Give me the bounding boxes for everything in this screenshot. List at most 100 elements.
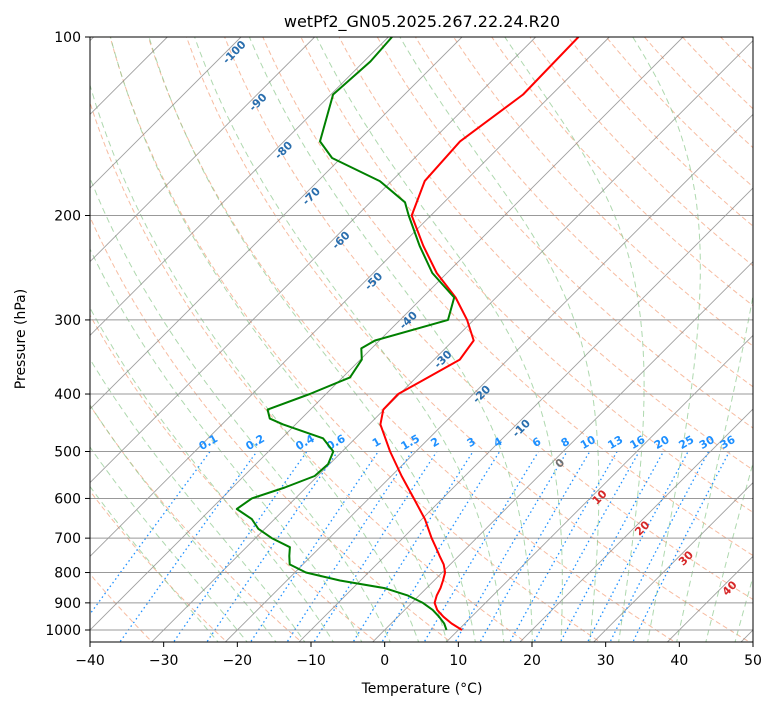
dry-adiabat [147, 37, 676, 642]
mixing-ratio-label: 8 [559, 435, 572, 450]
y-tick-label: 900 [54, 596, 81, 612]
isotherm-label: -20 [470, 382, 493, 405]
moist-adiabat [90, 176, 391, 642]
dry-adiabat [90, 314, 377, 642]
x-axis-ticks: −40 −30 −20 −10 0 10 20 30 40 50 [75, 642, 762, 669]
x-tick-label: 30 [597, 653, 615, 669]
mixing-ratio-label: 2 [429, 435, 442, 450]
mixing-ratio-label: 3 [465, 435, 478, 450]
isotherm-line [151, 40, 753, 642]
mixing-ratio-label: 6 [530, 435, 543, 450]
isotherm-label: 10 [590, 487, 610, 507]
mixing-ratio-label: 13 [605, 433, 625, 452]
x-tick-label: 50 [744, 653, 762, 669]
mixing-ratio-line [206, 451, 339, 642]
dry-adiabat [185, 37, 751, 642]
dry-adiabat [491, 37, 753, 307]
line-labels: 0.1 0.2 0.4 0.6 1 1.5 2 3 4 6 8 10 13 16 20 25 30 36-100-… [197, 38, 740, 599]
dry-adiabat [567, 37, 753, 227]
y-tick-label: 800 [54, 566, 81, 582]
dry-adiabat [720, 37, 753, 71]
mixing-ratio-line [609, 451, 710, 642]
y-tick-label: 200 [54, 209, 81, 225]
mixing-ratio-line [381, 451, 501, 642]
isotherm-line [90, 37, 242, 189]
y-axis-ticks: 100 200 300 400 500 600 700 800 900 1000 [45, 30, 90, 639]
moist-adiabat [399, 37, 600, 642]
mixing-ratio-line [90, 451, 211, 616]
dry-adiabat [262, 37, 753, 557]
plot-background-lines [90, 37, 753, 642]
chart-title: wetPf2_GN05.2025.267.22.24.R20 [284, 12, 560, 32]
x-axis-label: Temperature (°C) [361, 681, 483, 697]
mixing-ratio-line [479, 451, 591, 642]
dry-adiabat [90, 101, 527, 642]
plot-frame [89, 36, 754, 643]
isotherm-line [298, 187, 753, 642]
mixing-ratio-line [586, 451, 689, 642]
y-tick-label: 500 [54, 444, 81, 460]
mixing-ratio-label: 25 [677, 433, 697, 452]
x-tick-label: 20 [523, 653, 541, 669]
isotherm-label: 0 [553, 456, 568, 471]
mixing-ratio-line [454, 451, 568, 642]
x-tick-label: −10 [296, 653, 326, 669]
moist-adiabat [705, 461, 753, 642]
mixing-ratio-label: 30 [697, 433, 717, 452]
y-tick-label: 600 [54, 491, 81, 507]
temperature-profile-line [379, 37, 580, 631]
mixing-ratio-line [509, 451, 618, 642]
x-tick-label: −40 [75, 653, 105, 669]
mixing-ratio-line [249, 451, 379, 642]
isotherm-line [519, 408, 753, 642]
moist-adiabat [90, 247, 363, 642]
dry-adiabat [643, 37, 753, 149]
isotherm-line [90, 37, 536, 484]
isotherm-line [90, 37, 610, 557]
y-tick-label: 400 [54, 387, 81, 403]
mixing-ratio-label: 0.1 [197, 432, 220, 453]
isotherm-label: -10 [510, 416, 533, 439]
isotherm-label: -70 [300, 184, 323, 207]
isotherm-line [90, 37, 389, 336]
dry-adiabat [414, 37, 753, 388]
x-tick-label: 0 [380, 653, 389, 669]
moist-adiabat [90, 485, 219, 642]
x-tick-label: 40 [670, 653, 688, 669]
pressure-gridlines [90, 37, 753, 631]
isotherm-label: -100 [220, 38, 249, 67]
mixing-ratio-line [352, 451, 474, 642]
y-axis-label: Pressure (hPa) [13, 289, 29, 389]
isotherm-line [740, 629, 753, 642]
dry-adiabat [338, 37, 753, 471]
dry-adiabat [224, 37, 753, 601]
mixing-ratio-line [286, 451, 413, 642]
dry-adiabat [376, 37, 753, 429]
dry-adiabat [529, 37, 753, 267]
x-tick-label: 10 [449, 653, 467, 669]
mixing-ratio-line [423, 451, 540, 642]
isotherm-line [372, 261, 753, 642]
isotherm-line [90, 37, 315, 263]
dry-adiabat [90, 490, 228, 642]
isotherm-label: -50 [362, 269, 385, 292]
x-tick-label: −30 [149, 653, 179, 669]
moist-adiabat [194, 37, 505, 642]
mixing-ratio-label: 10 [578, 433, 598, 452]
dewpoint-profile-line [235, 37, 456, 631]
dry-adiabat [300, 37, 753, 513]
moist-adiabat [734, 575, 753, 642]
isotherm-label: -30 [431, 347, 454, 370]
mixing-ratio-line [559, 451, 665, 642]
isotherm-line [593, 482, 753, 642]
mixing-ratio-label: 1.5 [399, 432, 422, 453]
isotherm-line [224, 113, 753, 642]
y-tick-label: 1000 [45, 623, 81, 639]
isotherm-label: -60 [329, 228, 352, 251]
mixing-ratio-line [632, 451, 730, 642]
isotherm-label: 40 [720, 578, 740, 598]
dry-adiabat [90, 404, 303, 642]
y-tick-label: 300 [54, 313, 81, 329]
moist-adiabat [504, 37, 645, 642]
